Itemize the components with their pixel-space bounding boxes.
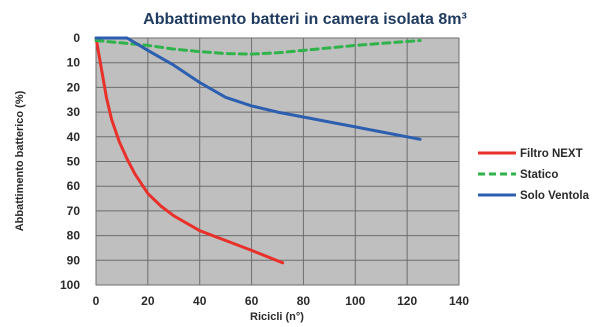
y-tick-labels: 0 10 20 30 40 50 60 70 80 90 100 bbox=[60, 31, 80, 292]
y-tick-label: 50 bbox=[67, 155, 81, 169]
x-tick-label: 100 bbox=[345, 294, 365, 308]
y-tick-label: 100 bbox=[60, 278, 80, 292]
x-tick-labels: 0 20 40 60 80 100 120 140 bbox=[93, 294, 470, 308]
y-tick-label: 30 bbox=[67, 105, 81, 119]
y-tick-label: 20 bbox=[67, 80, 81, 94]
legend-label: Filtro NEXT bbox=[520, 148, 583, 160]
legend-label: Statico bbox=[520, 169, 558, 181]
series-line-filtro-next bbox=[94, 36, 285, 265]
y-tick-label: 70 bbox=[67, 204, 81, 218]
series-lines bbox=[94, 36, 422, 265]
series-line-solo-ventola bbox=[94, 36, 422, 141]
series-line-statico bbox=[94, 39, 422, 56]
x-tick-label: 120 bbox=[397, 294, 417, 308]
x-tick-label: 20 bbox=[141, 294, 155, 308]
x-tick-label: 40 bbox=[193, 294, 207, 308]
x-tick-label: 60 bbox=[245, 294, 259, 308]
x-axis-label: Ricicli (n°) bbox=[250, 311, 304, 323]
y-tick-label: 60 bbox=[67, 179, 81, 193]
y-tick-label: 40 bbox=[67, 130, 81, 144]
legend: Filtro NEXT Statico Solo Ventola bbox=[478, 148, 590, 202]
chart-title: Abbattimento batteri in camera isolata 8… bbox=[143, 11, 467, 28]
y-tick-label: 0 bbox=[73, 31, 80, 45]
y-tick-label: 10 bbox=[67, 56, 81, 70]
y-axis-label: Abbattimento batterico (%) bbox=[14, 90, 26, 231]
x-tick-label: 140 bbox=[449, 294, 469, 308]
y-tick-label: 90 bbox=[67, 253, 81, 267]
legend-label: Solo Ventola bbox=[520, 190, 590, 202]
y-tick-label: 80 bbox=[67, 229, 81, 243]
x-tick-label: 80 bbox=[297, 294, 311, 308]
x-tick-label: 0 bbox=[93, 294, 100, 308]
